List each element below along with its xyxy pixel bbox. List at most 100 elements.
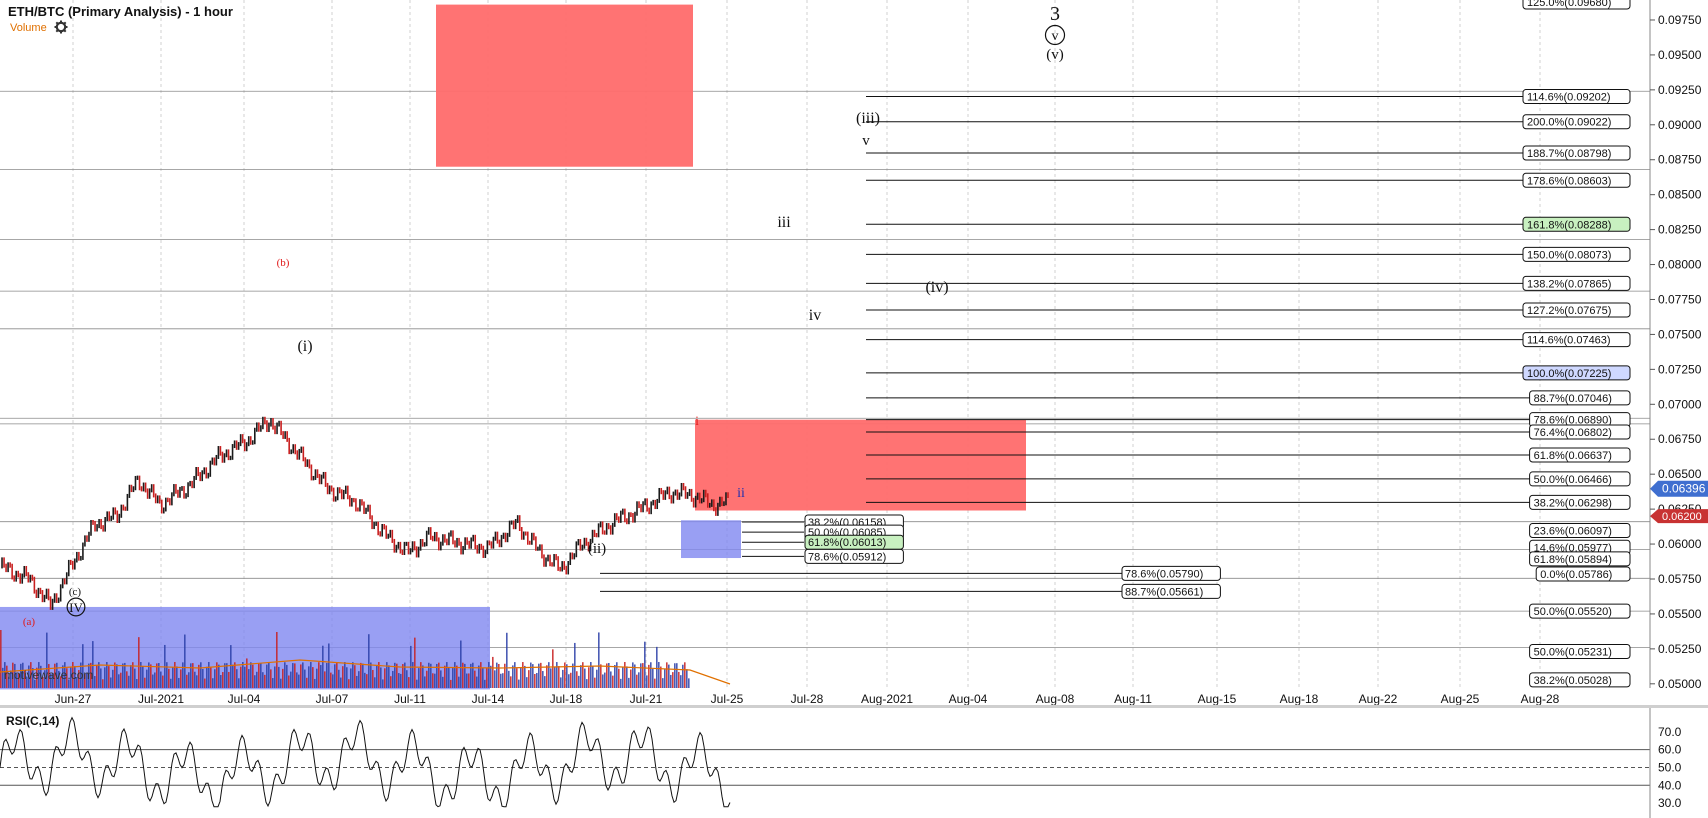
volume-bar bbox=[554, 667, 556, 688]
volume-bar bbox=[342, 666, 344, 688]
fib-label: 61.8%(0.05894) bbox=[1534, 554, 1612, 566]
fib-label-box bbox=[1529, 603, 1631, 619]
fib-label: 61.8%(0.06013) bbox=[808, 537, 886, 549]
y-axis-tick-label: 0.05250 bbox=[1658, 642, 1702, 656]
wave-label-circle bbox=[1044, 24, 1066, 46]
rsi-chart[interactable]: 70.0 60.0 50.0 40.0 30.0 bbox=[0, 708, 1708, 818]
volume-indicator-label[interactable]: Volume bbox=[10, 22, 47, 34]
volume-bar bbox=[112, 669, 114, 688]
x-axis-tick-label: Jun-27 bbox=[55, 692, 92, 706]
volume-bar bbox=[360, 662, 362, 688]
volume-bar bbox=[238, 678, 240, 688]
volume-bar bbox=[40, 665, 42, 688]
volume-bar bbox=[16, 673, 18, 688]
volume-bar bbox=[366, 674, 368, 688]
volume-bar bbox=[200, 662, 202, 688]
volume-bar bbox=[492, 656, 494, 688]
x-axis-tick-label: Jul-11 bbox=[394, 692, 426, 706]
volume-bar bbox=[540, 662, 542, 688]
rsi-tick-label: 70.0 bbox=[1658, 725, 1682, 739]
gear-icon[interactable] bbox=[54, 20, 68, 34]
fib-label: 78.6%(0.05912) bbox=[808, 551, 886, 563]
volume-bar bbox=[654, 678, 656, 688]
fib-label: 138.2%(0.07865) bbox=[1527, 278, 1611, 290]
volume-bar bbox=[178, 677, 180, 688]
volume-bar bbox=[596, 669, 598, 688]
volume-bar bbox=[50, 673, 52, 688]
volume-bar bbox=[472, 662, 474, 688]
volume-bar bbox=[482, 667, 484, 688]
volume-bar bbox=[304, 669, 306, 688]
fib-label: 38.2%(0.06298) bbox=[1534, 497, 1612, 509]
volume-bar bbox=[140, 662, 142, 688]
volume-bar bbox=[560, 677, 562, 688]
volume-bar bbox=[520, 667, 522, 688]
fib-label-box bbox=[1529, 447, 1631, 463]
volume-bar bbox=[300, 664, 302, 688]
fib-label-box bbox=[1529, 424, 1631, 440]
volume-bar bbox=[598, 632, 600, 688]
volume-bar bbox=[26, 676, 28, 688]
volume-bar bbox=[128, 675, 130, 688]
volume-bar bbox=[608, 663, 610, 688]
volume-bar bbox=[220, 675, 222, 688]
volume-bar bbox=[434, 673, 436, 688]
volume-bar bbox=[222, 672, 224, 688]
volume-bar bbox=[344, 662, 346, 688]
volume-bar bbox=[518, 679, 520, 688]
volume-bar bbox=[568, 674, 570, 688]
volume-bar bbox=[652, 668, 654, 688]
price-chart[interactable]: 125.0%(0.09680) 114.6%(0.09202) 200.0%(0.0… bbox=[0, 0, 1708, 706]
volume-bar bbox=[536, 672, 538, 688]
rsi-tick-label: 30.0 bbox=[1658, 796, 1682, 810]
volume-bar bbox=[684, 662, 686, 688]
fib-label: 38.2%(0.05028) bbox=[1534, 675, 1612, 687]
fib-label-box bbox=[1522, 302, 1631, 318]
volume-bar bbox=[658, 662, 660, 688]
volume-bar bbox=[10, 670, 12, 688]
volume-bar bbox=[196, 675, 198, 688]
volume-bar bbox=[486, 667, 488, 688]
volume-bar bbox=[44, 670, 46, 688]
volume-bar bbox=[570, 672, 572, 688]
x-axis-tick-label: Jul-18 bbox=[550, 692, 583, 706]
pane-separator[interactable] bbox=[0, 705, 1708, 708]
volume-bar bbox=[660, 666, 662, 688]
volume-bar bbox=[28, 665, 30, 688]
volume-bar bbox=[24, 670, 26, 688]
volume-bar bbox=[264, 674, 266, 688]
volume-bar bbox=[52, 673, 54, 688]
volume-bar bbox=[444, 665, 446, 688]
volume-bar bbox=[524, 665, 526, 688]
volume-bar bbox=[550, 668, 552, 688]
volume-bar bbox=[396, 663, 398, 688]
volume-bar bbox=[380, 667, 382, 688]
volume-bar bbox=[538, 663, 540, 688]
volume-bar bbox=[234, 662, 236, 688]
volume-bar bbox=[98, 662, 100, 688]
volume-bar bbox=[642, 663, 644, 688]
volume-bar bbox=[138, 637, 140, 688]
volume-bar bbox=[564, 662, 566, 688]
volume-bar bbox=[146, 669, 148, 688]
volume-bar bbox=[250, 662, 252, 688]
volume-bar bbox=[192, 663, 194, 688]
volume-bar bbox=[72, 662, 74, 688]
volume-bar bbox=[532, 664, 534, 688]
volume-bar bbox=[516, 668, 518, 688]
y-axis-tick-label: 0.09250 bbox=[1658, 83, 1702, 97]
current-price-label: 0.06396 bbox=[1662, 482, 1706, 496]
fib-label-box bbox=[1535, 566, 1631, 582]
volume-bar bbox=[170, 678, 172, 688]
volume-bar bbox=[414, 637, 416, 688]
volume-bar bbox=[676, 663, 678, 688]
volume-bar bbox=[218, 664, 220, 688]
fib-label: 127.2%(0.07675) bbox=[1527, 305, 1611, 317]
volume-bar bbox=[490, 665, 492, 688]
volume-bar bbox=[42, 676, 44, 688]
volume-bar bbox=[150, 664, 152, 688]
volume-bar bbox=[674, 663, 676, 688]
volume-bar bbox=[280, 678, 282, 688]
volume-bar bbox=[302, 662, 304, 688]
volume-bar bbox=[614, 664, 616, 688]
